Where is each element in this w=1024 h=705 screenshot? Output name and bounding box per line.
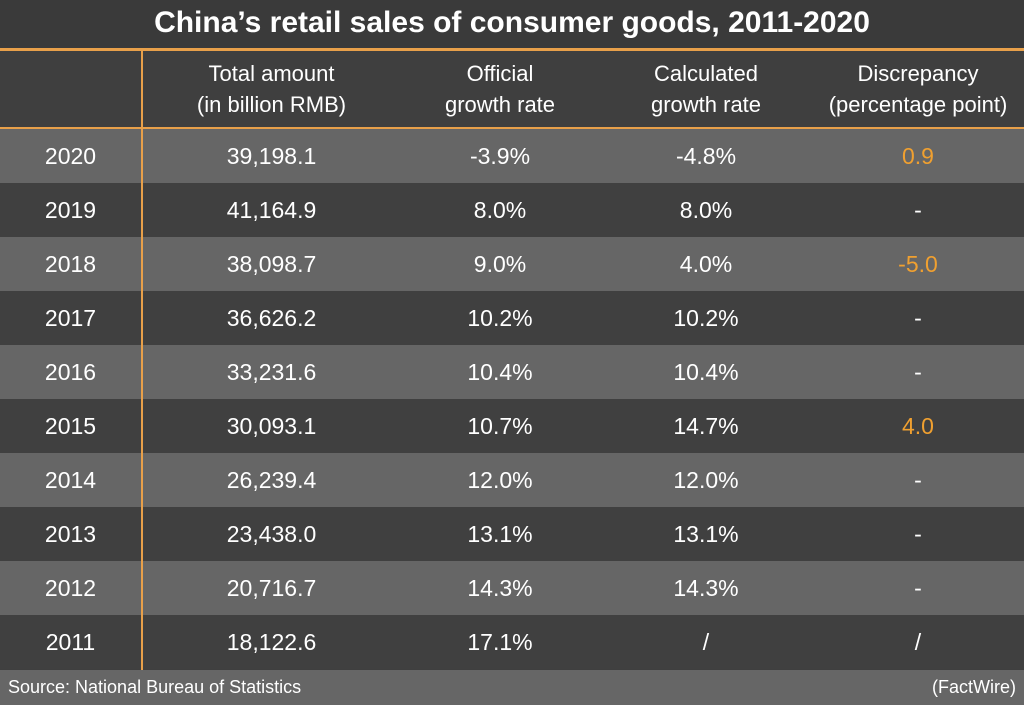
header-official-growth: Official growth rate [444,61,556,117]
cell-total-amount: 36,626.2 [226,305,317,331]
table-row: 2019 41,164.9 8.0% 8.0% - [0,183,1024,237]
source-note: Source: National Bureau of Statistics [8,677,302,697]
cell-year: 2014 [44,467,97,493]
cell-discrepancy: - [914,197,922,223]
cell-official-growth: 10.4% [467,359,533,385]
table-row: 2013 23,438.0 13.1% 13.1% - [0,507,1024,561]
header-calculated-growth: Calculated growth rate [650,61,762,117]
cell-year: 2017 [44,305,97,331]
cell-total-amount: 39,198.1 [226,143,317,169]
table-body: 2020 39,198.1 -3.9% -4.8% 0.9 2019 41,164.9 8.0… [0,129,1024,670]
cell-discrepancy: 0.9 [902,143,934,169]
cell-official-growth: 14.3% [467,575,533,601]
cell-calculated-growth: 12.0% [673,467,739,493]
column-divider [141,51,143,670]
cell-total-amount: 38,098.7 [226,251,317,277]
header-year [0,51,141,127]
table-header: Total amount (in billion RMB) Official g… [0,51,1024,127]
cell-year: 2016 [44,359,97,385]
cell-total-amount: 30,093.1 [226,413,317,439]
table-row: 2015 30,093.1 10.7% 14.7% 4.0 [0,399,1024,453]
table-row: 2014 26,239.4 12.0% 12.0% - [0,453,1024,507]
title-divider [0,48,1024,51]
cell-calculated-growth: 14.7% [673,413,739,439]
cell-total-amount: 41,164.9 [226,197,317,223]
cell-year: 2018 [44,251,97,277]
cell-year: 2013 [44,521,97,547]
cell-calculated-growth: 10.2% [673,305,739,331]
cell-calculated-growth: 4.0% [679,251,733,277]
footer: Source: National Bureau of Statistics (F… [0,670,1024,705]
cell-official-growth: 8.0% [473,197,527,223]
cell-discrepancy: - [914,575,922,601]
cell-year: 2015 [44,413,97,439]
header-total-amount: Total amount (in billion RMB) [196,61,347,117]
cell-discrepancy: 4.0 [902,413,934,439]
cell-year: 2011 [45,629,96,655]
cell-official-growth: 10.2% [467,305,533,331]
header-divider [0,127,1024,129]
cell-discrepancy: -5.0 [898,251,938,277]
cell-official-growth: -3.9% [469,143,531,169]
cell-official-growth: 17.1% [467,629,533,655]
cell-calculated-growth: -4.8% [675,143,737,169]
credit-note: (FactWire) [932,677,1016,697]
table-row: 2016 33,231.6 10.4% 10.4% - [0,345,1024,399]
cell-year: 2019 [44,197,97,223]
cell-year: 2012 [44,575,97,601]
cell-calculated-growth: 14.3% [673,575,739,601]
cell-official-growth: 9.0% [473,251,527,277]
cell-calculated-growth: 8.0% [679,197,733,223]
cell-total-amount: 23,438.0 [226,521,317,547]
cell-official-growth: 10.7% [467,413,533,439]
table-row: 2020 39,198.1 -3.9% -4.8% 0.9 [0,129,1024,183]
chart-title: China’s retail sales of consumer goods, … [0,0,1024,48]
cell-total-amount: 26,239.4 [226,467,317,493]
cell-calculated-growth: / [702,629,710,655]
cell-discrepancy: / [914,629,922,655]
cell-total-amount: 20,716.7 [226,575,317,601]
cell-discrepancy: - [914,467,922,493]
cell-year: 2020 [44,143,97,169]
table-row: 2011 18,122.6 17.1% / / [0,615,1024,669]
cell-discrepancy: - [914,305,922,331]
cell-calculated-growth: 13.1% [673,521,739,547]
cell-discrepancy: - [914,521,922,547]
table-row: 2018 38,098.7 9.0% 4.0% -5.0 [0,237,1024,291]
table-row: 2012 20,716.7 14.3% 14.3% - [0,561,1024,615]
cell-calculated-growth: 10.4% [673,359,739,385]
table-row: 2017 36,626.2 10.2% 10.2% - [0,291,1024,345]
cell-official-growth: 12.0% [467,467,533,493]
cell-total-amount: 18,122.6 [226,629,317,655]
cell-discrepancy: - [914,359,922,385]
cell-official-growth: 13.1% [467,521,533,547]
header-discrepancy: Discrepancy (percentage point) [828,61,1008,117]
cell-total-amount: 33,231.6 [226,359,317,385]
